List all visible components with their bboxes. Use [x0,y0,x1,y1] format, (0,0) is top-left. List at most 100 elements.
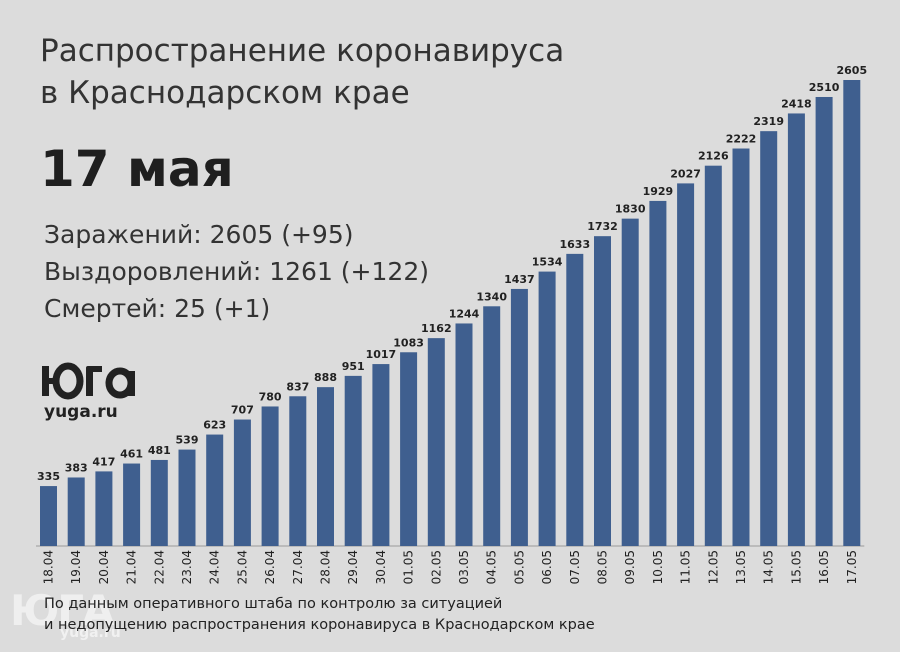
data-label-11.05: 2027 [670,167,701,180]
data-label-10.05: 1929 [643,185,674,198]
data-label-09.05: 1830 [615,203,646,216]
tick-label-07.05: 07.05 [568,550,582,584]
data-label-14.05: 2319 [753,115,784,128]
data-label-16.05: 2510 [809,81,840,94]
bar-17.05 [843,80,861,546]
source-note: По данным оперативного штаба по контролю… [44,594,595,636]
tick-label-15.05: 15.05 [789,550,803,584]
stat-deaths: Смертей: 25 (+1) [44,294,271,323]
data-label-18.04: 335 [37,470,60,483]
bar-28.04 [317,387,334,546]
tick-label-22.04: 22.04 [152,550,166,584]
data-label-02.05: 1162 [421,322,452,335]
data-label-20.04: 417 [92,455,115,468]
data-label-19.04: 383 [65,461,88,474]
report-date: 17 мая [40,140,234,198]
data-label-24.04: 623 [203,419,226,432]
bar-19.04 [67,477,85,546]
tick-label-06.05: 06.05 [540,550,554,584]
tick-label-08.05: 08.05 [596,550,610,584]
data-label-28.04: 888 [314,371,337,384]
bar-06.05 [538,271,556,546]
bar-16.05 [815,96,833,547]
tick-label-19.04: 19.04 [69,550,83,584]
data-label-08.05: 1732 [587,220,618,233]
bar-21.04 [123,463,141,546]
tick-label-21.04: 21.04 [125,550,139,584]
bar-01.05 [400,352,418,546]
data-label-27.04: 837 [286,380,309,393]
watermark-mark: ЮГА [10,586,115,635]
tick-label-11.05: 11.05 [679,550,693,584]
data-label-05.05: 1437 [504,273,535,286]
tick-label-30.04: 30.04 [374,550,388,584]
bar-10.05 [649,200,667,547]
stats-block: Заражений: 2605 (+95) Выздоровлений: 126… [44,216,429,327]
bar-29.04 [344,375,362,546]
stat-infected: Заражений: 2605 (+95) [44,220,354,249]
tick-label-28.04: 28.04 [319,550,333,584]
bar-24.04 [206,434,224,546]
bar-15.05 [787,113,805,547]
tick-label-05.05: 05.05 [512,550,526,584]
tick-label-18.04: 18.04 [42,550,56,584]
data-label-26.04: 780 [259,390,282,403]
tick-label-24.04: 24.04 [208,550,222,584]
bar-14.05 [760,131,778,546]
source-line-1: По данным оперативного штаба по контролю… [44,596,503,612]
data-label-30.04: 1017 [366,348,397,361]
tick-label-14.05: 14.05 [762,550,776,584]
tick-label-02.05: 02.05 [429,550,443,584]
bar-27.04 [289,396,307,546]
tick-label-29.04: 29.04 [346,550,360,584]
data-label-21.04: 461 [120,448,143,461]
bar-13.05 [732,148,750,547]
bar-12.05 [704,165,722,546]
tick-label-26.04: 26.04 [263,550,277,584]
bar-08.05 [594,236,611,546]
source-line-2: и недопущению распространения коронавиру… [44,617,595,633]
data-label-01.05: 1083 [393,336,424,349]
tick-label-12.05: 12.05 [706,550,720,584]
tick-label-27.04: 27.04 [291,550,305,584]
data-label-15.05: 2418 [781,97,812,110]
chart-title: Распространение коронавируса в Краснодар… [40,30,564,114]
stat-recovered: Выздоровлений: 1261 (+122) [44,257,429,286]
watermark-mark-text: ЮГА [10,586,115,635]
data-label-07.05: 1633 [559,238,590,251]
bar-chart: 335 18.04 383 19.04 417 20.04 461 21.04 481 22.04… [36,64,867,584]
bar-26.04 [261,406,279,546]
bar-09.05 [621,218,639,546]
watermark-site: yuga.ru [60,625,121,641]
data-label-04.05: 1340 [476,290,507,303]
data-label-17.05: 2605 [836,64,867,77]
bar-11.05 [677,183,695,546]
data-label-22.04: 481 [148,444,171,457]
tick-label-17.05: 17.05 [845,550,859,584]
tick-label-25.04: 25.04 [235,550,249,584]
tick-label-03.05: 03.05 [457,550,471,584]
bar-30.04 [372,364,390,546]
tick-label-23.04: 23.04 [180,550,194,584]
bar-22.04 [150,459,168,546]
title-line-2: в Краснодарском крае [40,75,410,111]
bar-02.05 [427,338,445,546]
bar-18.04 [40,486,57,546]
data-label-23.04: 539 [176,434,199,447]
yuga-logo-icon [42,362,135,400]
bar-05.05 [510,288,528,546]
data-label-25.04: 707 [231,404,254,417]
logo-site: yuga.ru [44,402,118,422]
data-label-13.05: 2222 [726,133,757,146]
bar-25.04 [233,419,251,546]
data-label-12.05: 2126 [698,150,729,163]
bar-20.04 [95,471,113,546]
tick-label-10.05: 10.05 [651,550,665,584]
title-line-1: Распространение коронавируса [40,33,565,69]
data-label-06.05: 1534 [532,256,563,269]
tick-label-16.05: 16.05 [817,550,831,584]
tick-label-13.05: 13.05 [734,550,748,584]
tick-label-04.05: 04.05 [485,550,499,584]
tick-label-09.05: 09.05 [623,550,637,584]
tick-label-20.04: 20.04 [97,550,111,584]
